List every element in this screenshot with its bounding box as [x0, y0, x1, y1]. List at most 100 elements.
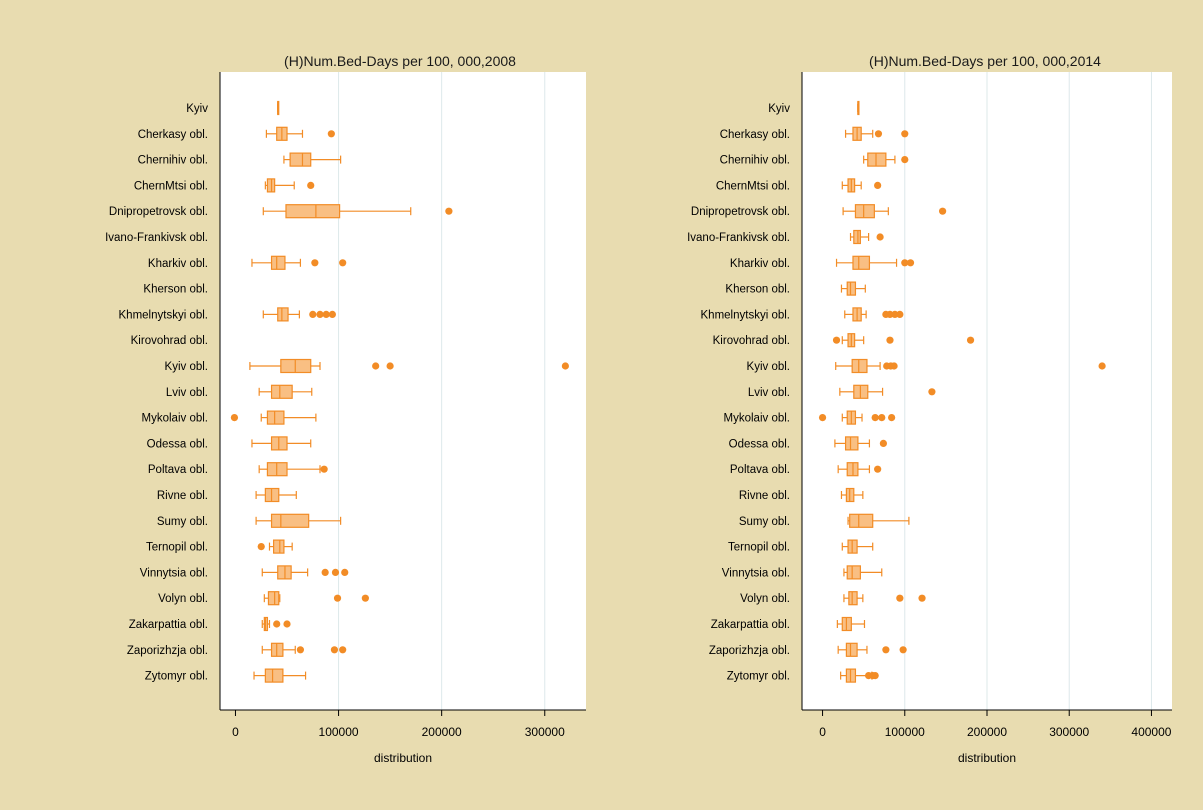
outlier-point — [896, 594, 904, 602]
box-23 — [840, 668, 879, 683]
outlier-point — [899, 646, 907, 654]
outlier-point — [918, 594, 926, 602]
outlier-point — [901, 130, 909, 138]
outlier-point — [874, 130, 883, 138]
iqr-box — [851, 358, 868, 374]
chart-title: (H)Num.Bed-Days per 100, 000,2008 — [284, 53, 516, 69]
x-tick-label: 0 — [819, 725, 826, 739]
box-14 — [834, 436, 888, 451]
category-label: Chernihiv obl. — [720, 155, 790, 167]
box-1 — [857, 100, 860, 116]
outlier-point — [307, 181, 315, 189]
outlier-point — [882, 646, 890, 654]
outlier-point — [322, 310, 330, 318]
outlier-point — [906, 259, 915, 267]
box-23 — [253, 668, 307, 683]
iqr-box — [848, 591, 858, 606]
outlier-point — [876, 233, 884, 241]
category-label: Kirovohrad obl. — [131, 335, 208, 347]
category-label: Ternopil obl. — [146, 542, 208, 554]
category-label: Cherkasy obl. — [138, 129, 208, 141]
outlier-point — [320, 465, 328, 473]
category-label: Kyiv obl. — [165, 361, 208, 373]
box-5 — [262, 204, 453, 219]
box-18 — [841, 539, 874, 554]
box-13 — [230, 410, 317, 425]
x-tick-label: 200000 — [422, 725, 462, 739]
iqr-box — [264, 668, 284, 683]
box-4 — [264, 178, 315, 193]
iqr-box — [270, 513, 310, 528]
iqr-box — [270, 384, 293, 399]
category-label: Odessa obl. — [147, 438, 208, 450]
box-22 — [261, 642, 347, 657]
box-7 — [251, 255, 347, 270]
category-label: Kharkiv obl. — [148, 258, 208, 270]
outlier-point — [333, 594, 342, 602]
outlier-point — [316, 310, 324, 318]
category-label: Kirovohrad obl. — [713, 335, 790, 347]
x-tick-label: 300000 — [525, 725, 565, 739]
iqr-box — [852, 255, 871, 270]
iqr-box — [285, 204, 341, 219]
outlier-point — [871, 414, 879, 422]
x-tick-label: 100000 — [885, 725, 925, 739]
category-label: Volyn obl. — [158, 593, 208, 605]
box-19 — [843, 565, 883, 580]
x-tick-label: 400000 — [1131, 725, 1171, 739]
outlier-point — [330, 646, 339, 654]
box-21 — [261, 616, 291, 632]
category-label: Rivne obl. — [739, 490, 790, 502]
outlier-point — [361, 594, 369, 602]
category-label: Zakarpattia obl. — [129, 619, 208, 631]
box-9 — [262, 307, 336, 322]
category-label: Zakarpattia obl. — [711, 619, 790, 631]
box-16 — [255, 487, 297, 503]
box-11 — [249, 358, 569, 374]
outlier-point — [311, 259, 319, 267]
iqr-box — [845, 642, 858, 657]
box-10 — [832, 333, 975, 348]
outlier-point — [1098, 362, 1106, 370]
iqr-box — [266, 410, 285, 425]
outlier-point — [341, 568, 349, 577]
outlier-point — [901, 156, 909, 164]
outlier-point — [896, 310, 904, 318]
box-20 — [263, 591, 369, 606]
box-21 — [836, 616, 866, 632]
chart-title: (H)Num.Bed-Days per 100, 000,2014 — [869, 53, 1101, 69]
category-label: Odessa obl. — [729, 438, 790, 450]
outlier-point — [328, 310, 336, 318]
iqr-box — [849, 513, 874, 528]
outlier-point — [874, 181, 882, 189]
category-label: Zaporizhzja obl. — [709, 645, 790, 657]
category-label: Lviv obl. — [748, 387, 790, 399]
outlier-point — [878, 414, 886, 422]
box-22 — [837, 642, 907, 657]
outlier-point — [874, 465, 882, 473]
iqr-box — [267, 591, 280, 606]
iqr-box — [273, 539, 285, 554]
x-tick-label: 200000 — [967, 725, 1007, 739]
iqr-box — [867, 152, 887, 167]
iqr-box — [270, 255, 286, 270]
category-label: Kyiv obl. — [747, 361, 790, 373]
box-9 — [844, 307, 904, 322]
outlier-point — [832, 336, 841, 344]
outlier-point — [928, 388, 936, 396]
iqr-box — [854, 204, 875, 219]
category-label: Khmelnytskyi obl. — [119, 309, 208, 321]
outlier-point — [386, 362, 394, 370]
outlier-point — [309, 310, 317, 318]
outlier-point — [879, 439, 888, 447]
chart-panel-2: 0 100000 200000 300000 400000 (H)Num.Bed-Days… — [687, 53, 1172, 765]
category-label: Khmelnytskyi obl. — [701, 309, 790, 321]
box-12 — [258, 384, 313, 399]
iqr-box — [853, 229, 861, 245]
box-1 — [277, 100, 280, 116]
outlier-point — [257, 543, 265, 551]
x-tick-label: 300000 — [1049, 725, 1089, 739]
outlier-point — [891, 310, 899, 318]
box-17 — [847, 513, 910, 528]
